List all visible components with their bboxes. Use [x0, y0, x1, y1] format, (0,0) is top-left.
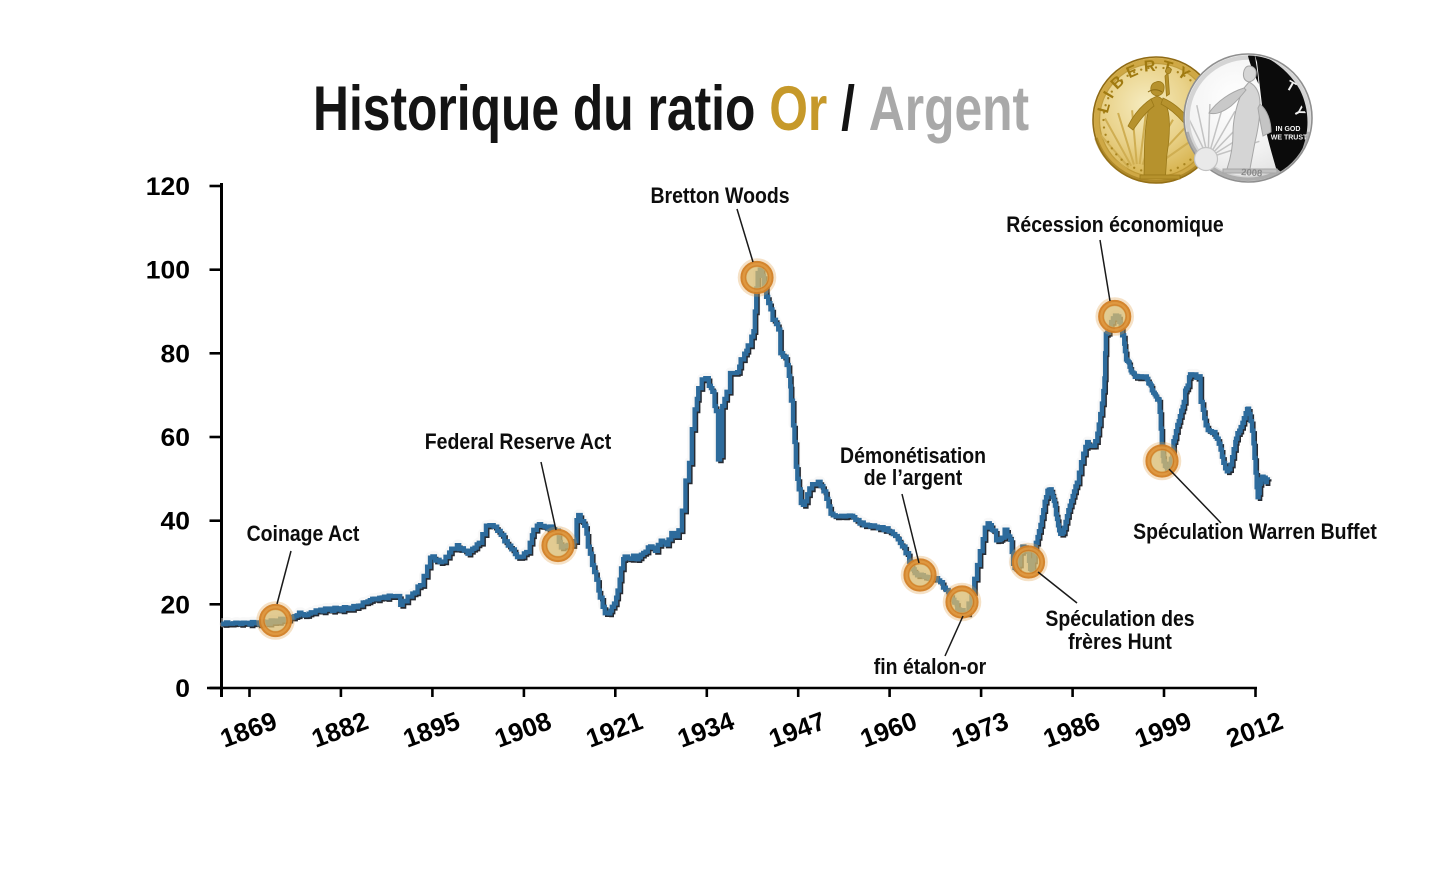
svg-text:80: 80 [161, 341, 190, 368]
svg-text:fin étalon-or: fin étalon-or [874, 655, 986, 679]
svg-text:Spéculation Warren Buffet: Spéculation Warren Buffet [1133, 520, 1377, 544]
svg-text:Historique du ratio Or / Argen: Historique du ratio Or / Argent [313, 75, 1029, 145]
svg-text:Spéculation des: Spéculation des [1045, 607, 1194, 631]
svg-text:de l’argent: de l’argent [864, 466, 962, 490]
svg-text:2008: 2008 [1241, 167, 1263, 179]
svg-text:Federal Reserve Act: Federal Reserve Act [425, 430, 612, 454]
svg-text:60: 60 [161, 425, 190, 452]
svg-text:120: 120 [146, 174, 190, 201]
svg-text:frères Hunt: frères Hunt [1068, 630, 1172, 654]
svg-text:Démonétisation: Démonétisation [840, 444, 986, 468]
svg-text:Coinage Act: Coinage Act [247, 522, 360, 546]
svg-text:WE TRUST: WE TRUST [1271, 135, 1308, 142]
svg-text:Récession économique: Récession économique [1006, 213, 1223, 237]
svg-text:100: 100 [146, 257, 190, 284]
svg-text:40: 40 [161, 508, 190, 535]
svg-text:IN GOD: IN GOD [1276, 126, 1301, 133]
svg-text:20: 20 [161, 592, 190, 619]
svg-text:0: 0 [175, 676, 190, 703]
svg-text:Bretton Woods: Bretton Woods [650, 184, 789, 208]
